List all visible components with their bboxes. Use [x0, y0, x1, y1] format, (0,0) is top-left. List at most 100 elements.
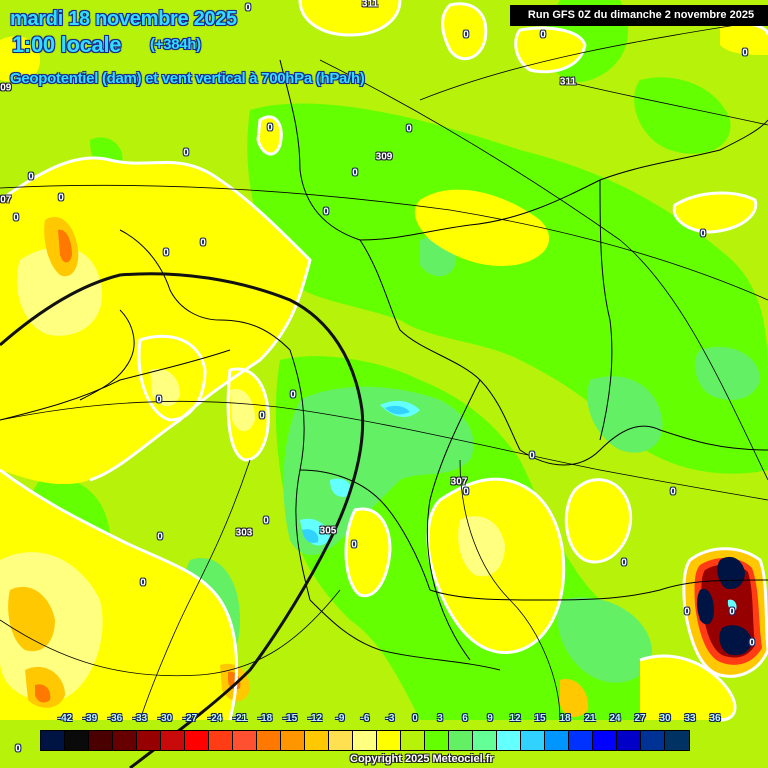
colorbar-swatch: [569, 731, 593, 750]
geopotential-contour-label: 309: [0, 82, 12, 94]
colorbar-tick-label: -18: [257, 713, 273, 724]
colorbar-tick-label: -24: [207, 713, 223, 724]
colorbar-tick-label: 27: [634, 713, 646, 724]
colorbar-tick-label: -27: [182, 713, 198, 724]
ascent-field-lightgreen: [181, 236, 760, 683]
colorbar-swatch: [641, 731, 665, 750]
copyright-notice: Copyright 2025 Meteociel.fr: [350, 753, 494, 765]
geopotential-contour-label: 307: [0, 194, 12, 206]
zero-contour-label: 0: [156, 394, 162, 406]
zero-contour-label: 0: [15, 743, 21, 755]
colorbar-tick-label: -15: [282, 713, 298, 724]
colorbar-swatch: [617, 731, 641, 750]
colorbar-swatch: [329, 731, 353, 750]
colorbar-tick-label: -36: [107, 713, 123, 724]
colorbar-labels: -42 -39 -36 -33 -30 -27 -24 -21 -18 -15 -12 -9 -6 -3 0…: [40, 713, 730, 727]
zero-contour-label: 0: [670, 486, 676, 498]
colorbar-tick-label: 15: [534, 713, 546, 724]
geopotential-contour-label: 307: [450, 476, 468, 488]
zero-contour-label: 0: [263, 515, 269, 527]
geopotential-contour-label: 311: [361, 0, 379, 10]
colorbar-tick-label: -42: [57, 713, 73, 724]
colorbar-tick-label: -39: [82, 713, 98, 724]
ascent-field-blue: [302, 405, 410, 543]
zero-contour-label: 0: [157, 531, 163, 543]
colorbar-tick-label: -33: [132, 713, 148, 724]
colorbar-swatch: [233, 731, 257, 750]
colorbar-swatch: [257, 731, 281, 750]
zero-contour-label: 0: [140, 577, 146, 589]
geopotential-contour-thick: [0, 272, 365, 768]
zero-contours: [0, 0, 768, 722]
colorbar-swatch: [425, 731, 449, 750]
colorbar-swatch: [137, 731, 161, 750]
colorbar-swatch: [185, 731, 209, 750]
geopotential-contour-label: 311: [559, 76, 577, 88]
zero-contour-label: 0: [463, 486, 469, 498]
zero-contour-label: 0: [245, 2, 251, 14]
zero-contour-label: 0: [183, 147, 189, 159]
zero-contour-label: 0: [28, 171, 34, 183]
colorbar-tick-label: 9: [487, 713, 493, 724]
zero-contour-label: 0: [729, 606, 735, 618]
zero-contour-label: 0: [58, 192, 64, 204]
zero-contour-label: 0: [684, 606, 690, 618]
colorbar-swatch: [473, 731, 497, 750]
forecast-date: mardi 18 novembre 2025: [10, 8, 237, 30]
geopotential-contour-label: 303: [235, 527, 253, 539]
zero-contour-label: 0: [749, 637, 755, 649]
colorbar-tick-label: -21: [232, 713, 248, 724]
model-run-info: Run GFS 0Z du dimanche 2 novembre 2025: [510, 5, 768, 26]
colorbar-swatch: [521, 731, 545, 750]
forecast-local-time: 1:00 locale: [12, 32, 122, 57]
zero-contour-label: 0: [13, 212, 19, 224]
zero-contour-label: 0: [463, 29, 469, 41]
colorbar-tick-label: 30: [659, 713, 671, 724]
zero-contour-label: 0: [742, 47, 748, 59]
colorbar-tick-label: 3: [437, 713, 443, 724]
zero-contour-label: 0: [540, 29, 546, 41]
zero-contour-label: 0: [406, 123, 412, 135]
colorbar-swatch: [593, 731, 617, 750]
colorbar-swatch: [401, 731, 425, 750]
colorbar-tick-label: 24: [609, 713, 621, 724]
colorbar-swatch: [353, 731, 377, 750]
geopotential-contour-label: 305: [319, 525, 337, 537]
zero-contour-label: 0: [163, 247, 169, 259]
colorbar-tick-label: 0: [412, 713, 418, 724]
colorbar-tick-label: 18: [559, 713, 571, 724]
colorbar-swatch: [65, 731, 89, 750]
colorbar-tick-label: -12: [307, 713, 323, 724]
colorbar-swatch: [113, 731, 137, 750]
colorbar-swatch: [377, 731, 401, 750]
colorbar-swatch: [449, 731, 473, 750]
zero-contour-label: 0: [290, 389, 296, 401]
zero-contour-label: 0: [351, 539, 357, 551]
zero-contour-label: 0: [259, 410, 265, 422]
colorbar-swatch: [497, 731, 521, 750]
colorbar-tick-label: -30: [157, 713, 173, 724]
graticule-lines: [0, 19, 768, 721]
zero-contour-label: 0: [352, 167, 358, 179]
colorbar-tick-label: 12: [509, 713, 521, 724]
colorbar-swatch: [305, 731, 329, 750]
zero-contour-label: 0: [200, 237, 206, 249]
colorbar-swatch: [41, 731, 65, 750]
colorbar-swatch: [209, 731, 233, 750]
colorbar-swatch: [161, 731, 185, 750]
country-borders: [0, 59, 768, 671]
zero-contour-label: 0: [323, 206, 329, 218]
colorbar-tick-label: -6: [360, 713, 370, 724]
colorbar-tick-label: 33: [684, 713, 696, 724]
geopotential-contour-label: 309: [375, 151, 393, 163]
zero-contour-label: 0: [529, 450, 535, 462]
colorbar-tick-label: 6: [462, 713, 468, 724]
field-description: Geopotentiel (dam) et vent vertical à 70…: [10, 70, 365, 87]
colorbar-swatch: [665, 731, 689, 750]
zero-contour-label: 0: [267, 122, 273, 134]
colorbar-swatch: [89, 731, 113, 750]
colorbar-tick-label: -9: [335, 713, 345, 724]
colorbar-swatch: [281, 731, 305, 750]
